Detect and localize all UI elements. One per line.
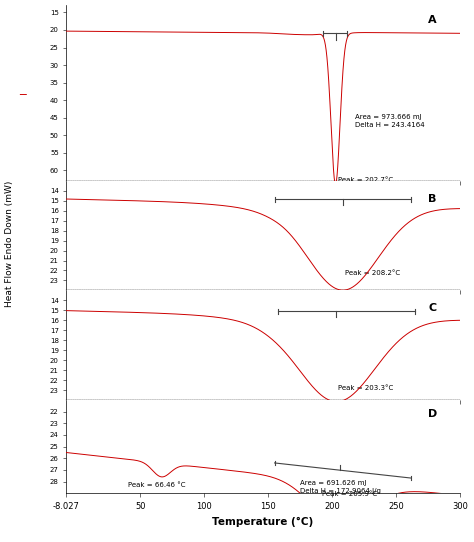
Text: Heat Flow Endo Down (mW): Heat Flow Endo Down (mW) [5,180,14,307]
Text: Peak = 208.2°C: Peak = 208.2°C [345,270,400,276]
Text: B: B [428,193,437,204]
Text: ─: ─ [19,89,26,100]
Text: Peak = 66.46 °C: Peak = 66.46 °C [128,482,185,488]
Text: D: D [428,409,437,420]
Text: Area = 691.626 mJ
Delta H = 172.9064 J/g: Area = 691.626 mJ Delta H = 172.9064 J/g [300,480,381,494]
Text: Peak = 205.9°C: Peak = 205.9°C [322,491,377,497]
Text: A: A [428,15,437,25]
Text: Area = 973.666 mJ
Delta H = 243.4164: Area = 973.666 mJ Delta H = 243.4164 [355,114,425,128]
Text: C: C [428,304,437,313]
Text: Peak = 203.3°C: Peak = 203.3°C [338,385,394,391]
Text: Peak = 202.7°C: Peak = 202.7°C [338,177,393,183]
X-axis label: Temperature (°C): Temperature (°C) [212,517,314,527]
